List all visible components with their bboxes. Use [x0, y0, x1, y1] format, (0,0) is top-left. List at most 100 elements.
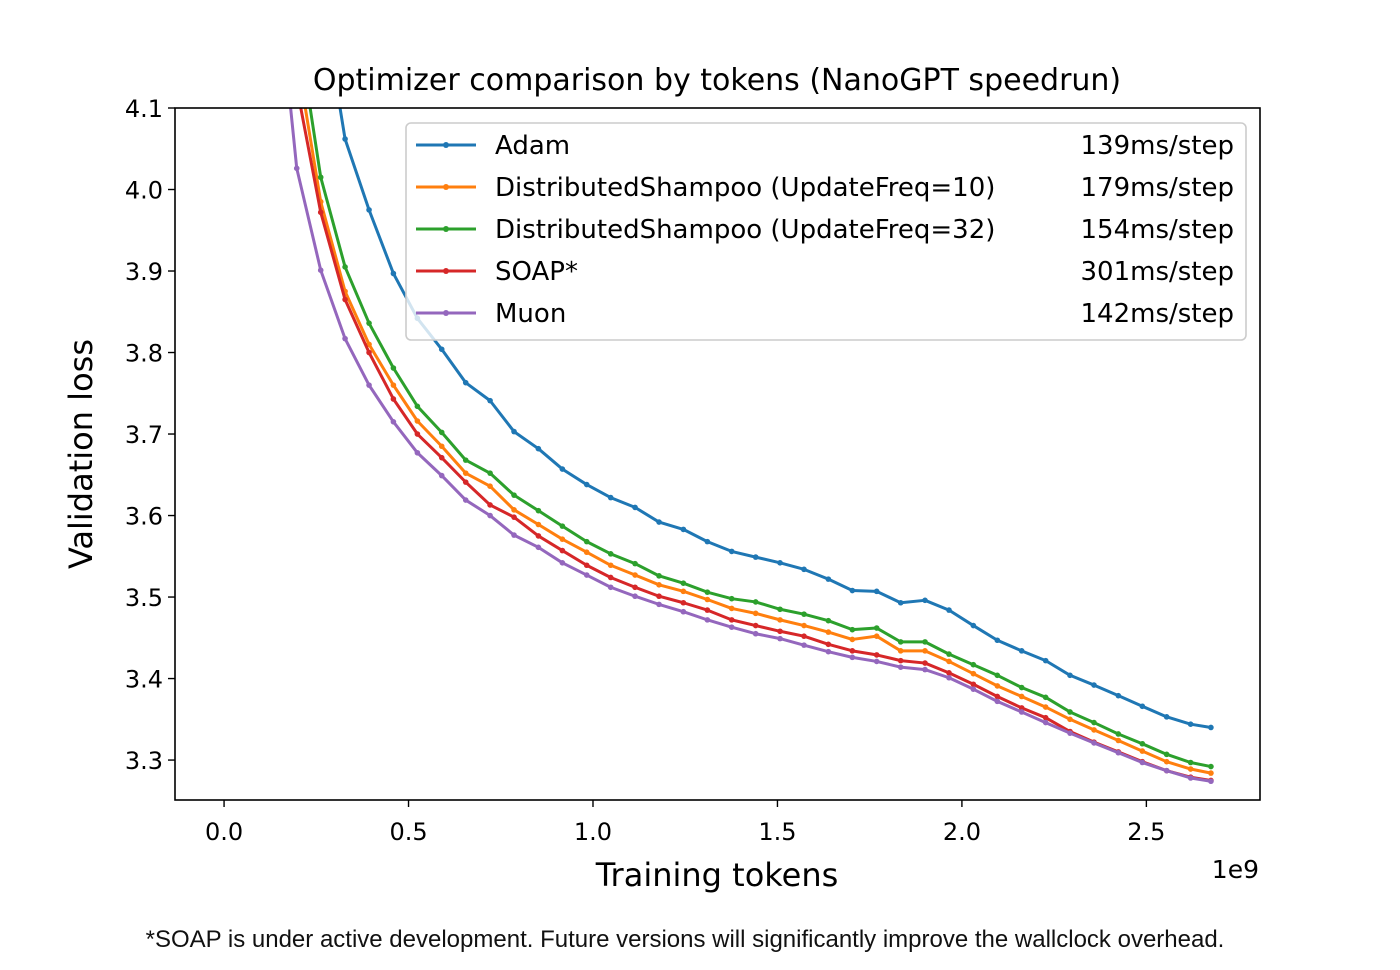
- data-point-muon: [825, 648, 832, 655]
- y-tick-label: 3.8: [125, 340, 163, 368]
- legend-marker: [443, 226, 449, 232]
- data-point-distributedshampoo-updatefreq-10: [970, 670, 977, 677]
- data-point-muon: [535, 544, 542, 551]
- axes-frame: [174, 107, 1261, 801]
- data-point-soap: [390, 396, 397, 402]
- data-point-distributedshampoo-updatefreq-32: [559, 523, 566, 529]
- data-point-distributedshampoo-updatefreq-10: [462, 470, 469, 476]
- data-point-muon: [728, 624, 735, 631]
- data-point-adam: [946, 607, 952, 613]
- x-axis-label: Training tokens: [595, 856, 839, 894]
- data-point-soap: [632, 584, 638, 591]
- data-point-adam: [897, 599, 904, 606]
- data-point-soap: [897, 657, 904, 664]
- data-point-adam: [1067, 672, 1073, 679]
- data-point-muon: [970, 686, 977, 692]
- data-point-distributedshampoo-updatefreq-32: [922, 639, 928, 645]
- data-point-soap: [414, 431, 421, 437]
- data-point-distributedshampoo-updatefreq-32: [656, 573, 662, 579]
- data-point-adam: [825, 576, 832, 582]
- series-line-adam: [338, 108, 1212, 729]
- y-tick-label: 3.5: [125, 584, 163, 612]
- data-point-distributedshampoo-updatefreq-32: [873, 625, 880, 631]
- data-point-distributedshampoo-updatefreq-32: [946, 651, 952, 657]
- ticks: 0.0 0.5 1.0 1.5 2.0 2.5 3.3 3.4 3.5 3.6 3.7 3.8 3.9 4…: [125, 95, 1166, 846]
- data-point-muon: [801, 642, 807, 648]
- data-point-distributedshampoo-updatefreq-10: [825, 629, 832, 635]
- data-point-muon: [1187, 775, 1194, 781]
- data-point-distributedshampoo-updatefreq-32: [1115, 731, 1122, 737]
- data-point-muon: [342, 335, 348, 342]
- data-point-muon: [1115, 749, 1122, 756]
- data-point-adam: [1018, 648, 1025, 654]
- data-point-distributedshampoo-updatefreq-10: [583, 549, 590, 556]
- data-point-distributedshampoo-updatefreq-10: [752, 610, 759, 617]
- data-point-soap: [849, 648, 856, 654]
- x-offset-label: 1e9: [1212, 855, 1259, 884]
- data-point-distributedshampoo-updatefreq-32: [462, 457, 469, 463]
- data-point-soap: [535, 533, 542, 539]
- x-tick-label: 0.5: [389, 818, 427, 846]
- legend-timing: 142ms/step: [1081, 299, 1235, 329]
- data-point-soap: [438, 454, 445, 461]
- data-point-distributedshampoo-updatefreq-32: [317, 174, 324, 181]
- legend-marker: [443, 310, 449, 316]
- data-point-distributedshampoo-updatefreq-10: [1163, 758, 1170, 765]
- data-point-distributedshampoo-updatefreq-10: [1042, 704, 1049, 710]
- data-point-soap: [994, 693, 1001, 700]
- data-point-adam: [535, 445, 542, 452]
- legend-label: SOAP*: [495, 257, 578, 287]
- data-point-distributedshampoo-updatefreq-32: [728, 595, 735, 602]
- data-point-distributedshampoo-updatefreq-10: [1139, 748, 1146, 754]
- y-axis-label: Validation loss: [62, 339, 100, 569]
- data-point-distributedshampoo-updatefreq-10: [1091, 727, 1097, 733]
- data-point-distributedshampoo-updatefreq-10: [438, 443, 445, 450]
- data-point-distributedshampoo-updatefreq-32: [366, 320, 372, 326]
- data-point-distributedshampoo-updatefreq-10: [680, 588, 687, 595]
- data-point-muon: [559, 560, 566, 566]
- data-point-distributedshampoo-updatefreq-32: [1091, 719, 1097, 726]
- data-point-distributedshampoo-updatefreq-10: [656, 582, 662, 588]
- data-point-soap: [728, 617, 735, 623]
- data-point-distributedshampoo-updatefreq-10: [632, 572, 638, 578]
- data-point-adam: [511, 428, 517, 435]
- data-point-adam: [922, 597, 928, 604]
- data-point-distributedshampoo-updatefreq-10: [897, 648, 904, 654]
- data-point-distributedshampoo-updatefreq-10: [366, 341, 372, 348]
- data-point-distributedshampoo-updatefreq-10: [390, 382, 397, 388]
- plot-area: [289, 108, 1214, 785]
- data-point-adam: [1115, 692, 1122, 699]
- data-point-distributedshampoo-updatefreq-32: [607, 551, 614, 557]
- data-point-adam: [801, 566, 807, 573]
- data-point-distributedshampoo-updatefreq-10: [559, 536, 566, 542]
- data-point-adam: [752, 554, 759, 560]
- data-point-soap: [559, 547, 566, 554]
- data-point-distributedshampoo-updatefreq-10: [1018, 693, 1025, 700]
- data-point-distributedshampoo-updatefreq-10: [1208, 770, 1214, 776]
- data-point-soap: [656, 593, 662, 600]
- data-point-soap: [801, 633, 807, 639]
- data-point-muon: [946, 674, 952, 681]
- x-tick-label: 1.5: [758, 818, 796, 846]
- x-tick-label: 1.0: [574, 818, 612, 846]
- legend-marker: [443, 184, 449, 190]
- data-point-muon: [462, 497, 469, 503]
- legend-label: DistributedShampoo (UpdateFreq=10): [495, 173, 995, 203]
- y-tick-label: 3.6: [125, 503, 163, 531]
- y-tick-label: 4.1: [125, 95, 163, 123]
- data-point-soap: [777, 628, 783, 635]
- data-point-distributedshampoo-updatefreq-32: [994, 672, 1001, 679]
- data-point-distributedshampoo-updatefreq-32: [1042, 694, 1049, 701]
- data-point-adam: [994, 637, 1001, 644]
- data-point-soap: [825, 641, 832, 648]
- data-point-muon: [390, 419, 397, 425]
- data-point-distributedshampoo-updatefreq-10: [849, 636, 856, 643]
- data-point-adam: [342, 136, 348, 142]
- data-point-muon: [994, 698, 1001, 705]
- data-point-distributedshampoo-updatefreq-10: [946, 658, 952, 665]
- legend-timing: 301ms/step: [1081, 257, 1235, 287]
- footnote: *SOAP is under active development. Futur…: [145, 926, 1225, 953]
- data-point-adam: [656, 519, 662, 525]
- data-point-adam: [366, 207, 372, 213]
